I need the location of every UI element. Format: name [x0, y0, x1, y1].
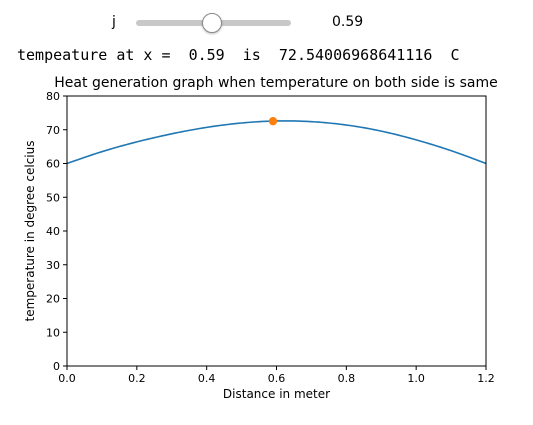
readout-temperature-value: 72.54006968641116	[278, 46, 433, 64]
temperature-readout: tempeature at x = 0.59 is 72.54006968641…	[17, 46, 460, 64]
x-tick-label: 0.4	[198, 372, 216, 385]
y-tick-label: 50	[46, 191, 60, 204]
readout-unit: C	[432, 46, 460, 64]
y-tick-label: 60	[46, 158, 60, 171]
x-tick-label: 0.0	[58, 372, 76, 385]
slider-widget: j 0.59	[0, 0, 533, 46]
y-tick-label: 0	[53, 360, 60, 373]
x-axis-label: Distance in meter	[223, 387, 330, 401]
y-tick-label: 10	[46, 326, 60, 339]
x-tick-label: 0.6	[268, 372, 286, 385]
axes-frame	[66, 95, 487, 367]
chart-title: Heat generation graph when temperature o…	[54, 75, 497, 91]
x-tick-label: 0.2	[128, 372, 146, 385]
y-tick-label: 40	[46, 225, 60, 238]
slider-label: j	[112, 14, 116, 30]
y-tick-label: 20	[46, 293, 60, 306]
readout-x-value: 0.59	[179, 46, 225, 64]
temperature-chart: Heat generation graph when temperature o…	[23, 75, 498, 401]
readout-prefix: tempeature at x =	[17, 46, 180, 64]
y-tick-label: 80	[46, 90, 60, 103]
current-point-marker	[268, 116, 278, 126]
y-tick-label: 70	[46, 124, 60, 137]
slider-handle[interactable]	[202, 13, 223, 33]
series-line-0	[66, 120, 487, 165]
x-tick-label: 1.0	[407, 372, 425, 385]
x-tick-label: 0.8	[338, 372, 356, 385]
readout-mid: is	[224, 46, 279, 64]
slider-value: 0.59	[332, 14, 364, 30]
y-tick-label: 30	[46, 259, 60, 272]
y-axis-label: temperature in degree celcius	[23, 141, 37, 322]
x-tick-label: 1.2	[477, 372, 495, 385]
